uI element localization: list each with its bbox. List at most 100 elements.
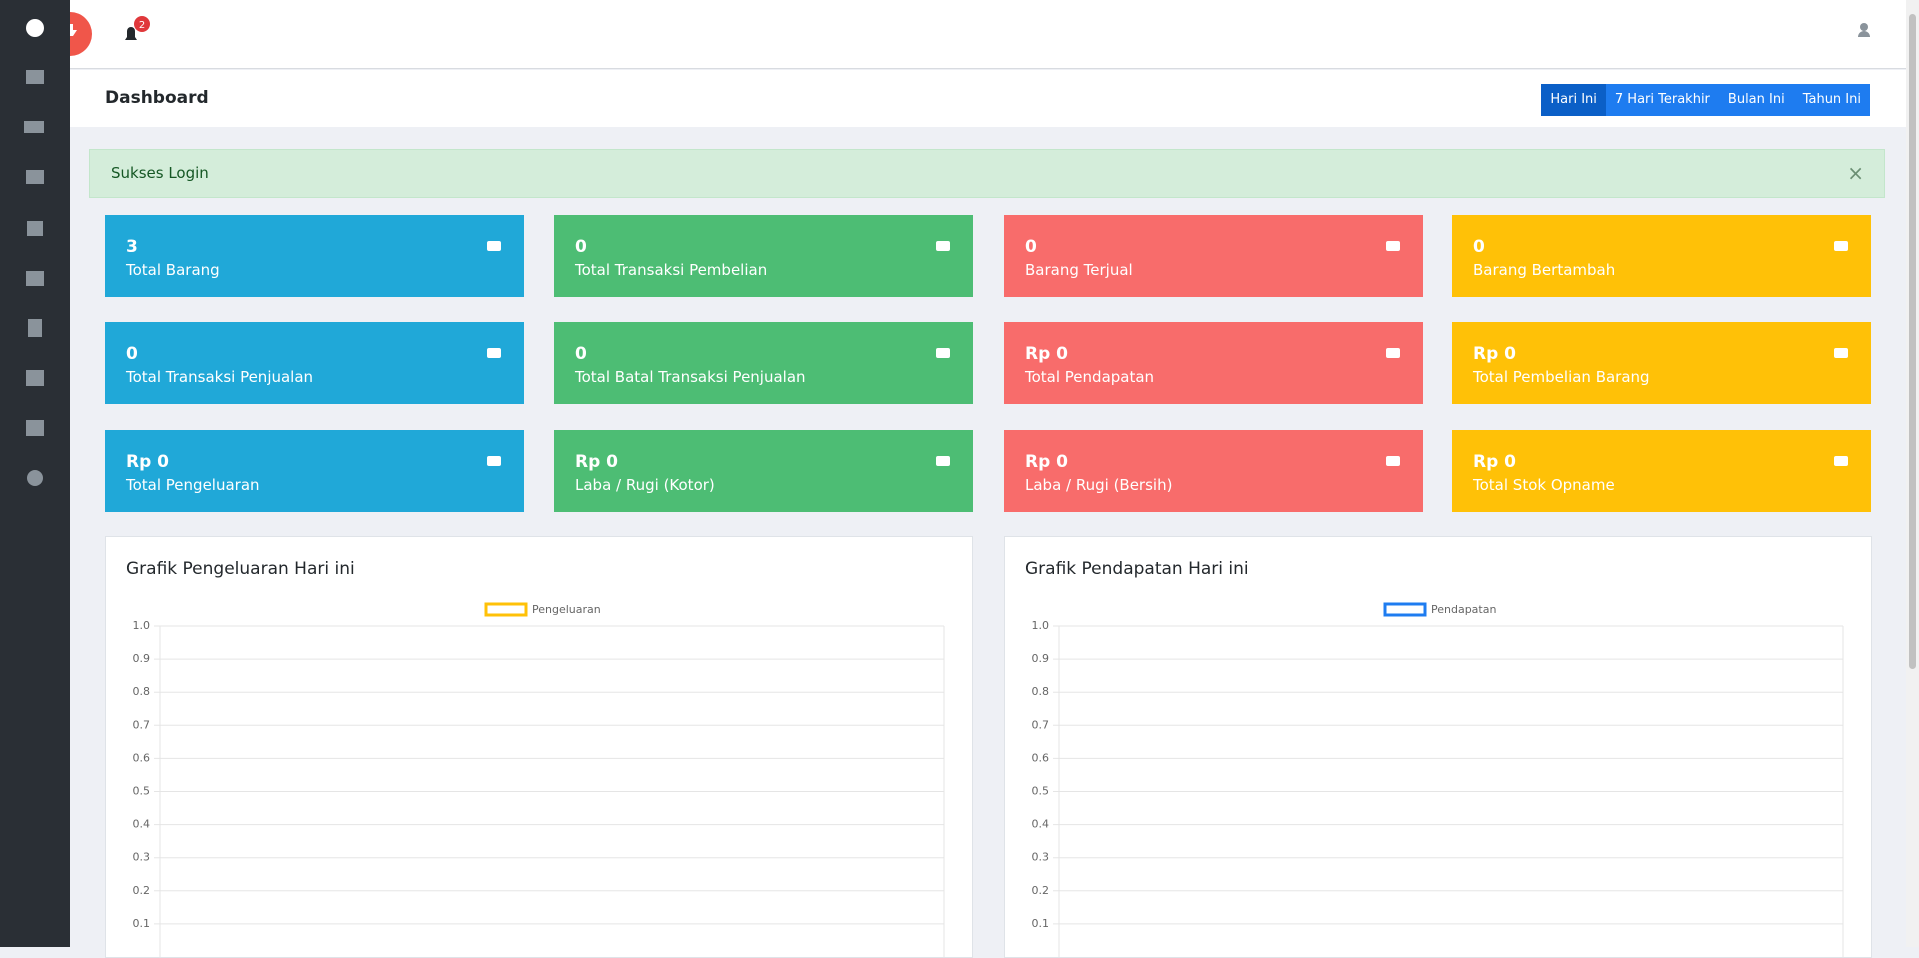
card-value: 3 (126, 237, 138, 257)
y-tick-label: 0.7 (133, 718, 151, 731)
icon-shape (1386, 348, 1400, 358)
card-value: 0 (1473, 237, 1485, 257)
stat-card: Rp 0 Total Pengeluaran (105, 430, 524, 512)
y-tick-label: 0.3 (133, 851, 151, 864)
icon-shape (936, 456, 950, 466)
card-icon (1386, 241, 1400, 251)
y-tick-label: 1.0 (133, 619, 151, 632)
card-label: Total Transaksi Penjualan (126, 368, 314, 386)
user-icon[interactable] (1860, 23, 1868, 31)
stat-card: Rp 0 Total Stok Opname (1452, 430, 1871, 512)
card-label: Total Pembelian Barang (1473, 368, 1650, 386)
chart-panel: Grafik Pendapatan Hari ini 0.1 0.2 0.3 0.4 0.… (1004, 536, 1872, 958)
card-icon (1834, 456, 1848, 466)
notification-badge: 2 (139, 20, 145, 31)
chart-title: Grafik Pendapatan Hari ini (1025, 559, 1249, 579)
range-button[interactable]: Tahun Ini (1793, 84, 1870, 116)
alert-close[interactable]: × (1847, 161, 1864, 185)
y-tick-label: 0.6 (133, 751, 151, 764)
card-icon (487, 241, 501, 251)
topbar: 2 (48, 0, 1906, 69)
icon-shape (487, 456, 501, 466)
icon-shape (1834, 348, 1848, 358)
y-tick-label: 0.4 (1032, 818, 1050, 831)
legend-label: Pengeluaran (532, 603, 601, 616)
card-icon (487, 348, 501, 358)
card-icon (1386, 348, 1400, 358)
y-tick-label: 0.4 (133, 818, 151, 831)
page-title: Dashboard (105, 88, 209, 108)
card-label: Total Batal Transaksi Penjualan (575, 368, 806, 386)
icon-shape (487, 241, 501, 251)
y-tick-label: 0.7 (1032, 718, 1050, 731)
y-tick-label: 0.3 (1032, 851, 1050, 864)
card-label: Barang Terjual (1025, 261, 1133, 279)
card-value: Rp 0 (1025, 452, 1069, 472)
stat-card: Rp 0 Laba / Rugi (Bersih) (1004, 430, 1423, 512)
y-tick-label: 0.5 (133, 785, 151, 798)
chart-panel: Grafik Pengeluaran Hari ini 0.1 0.2 0.3 0.4 0… (105, 536, 973, 958)
card-value: 0 (1025, 237, 1037, 257)
stat-card: 0 Total Batal Transaksi Penjualan (554, 322, 973, 404)
card-label: Laba / Rugi (Bersih) (1025, 476, 1173, 494)
range-buttons: Hari Ini 7 Hari Terakhir Bulan Ini Tahun In… (1541, 84, 1870, 116)
legend-swatch (484, 602, 528, 617)
icon-shape (1386, 241, 1400, 251)
card-value: 0 (126, 344, 138, 364)
stat-card: 3 Total Barang (105, 215, 524, 297)
y-tick-label: 0.9 (1032, 652, 1050, 665)
card-label: Total Transaksi Pembelian (575, 261, 768, 279)
header: Dashboard Hari Ini 7 Hari Terakhir Bulan I… (70, 70, 1906, 127)
chart: 0.1 0.2 0.3 0.4 0.5 0.6 0.7 0.8 0.9 1.0 Pengeluara… (133, 602, 945, 957)
y-tick-label: 0.8 (133, 685, 151, 698)
card-icon (936, 456, 950, 466)
stat-card: 0 Total Transaksi Pembelian (554, 215, 973, 297)
range-button[interactable]: Bulan Ini (1718, 84, 1794, 116)
card-icon (1834, 241, 1848, 251)
icon-shape (1386, 456, 1400, 466)
legend-label: Pendapatan (1431, 603, 1496, 616)
card-label: Total Pengeluaran (126, 476, 260, 494)
card-label: Total Stok Opname (1473, 476, 1615, 494)
scrollbar (1906, 0, 1919, 947)
notification-bell[interactable] (125, 27, 137, 40)
y-tick-label: 0.2 (133, 884, 151, 897)
card-label: Total Pendapatan (1025, 368, 1155, 386)
y-tick-label: 1.0 (1032, 619, 1050, 632)
alert-message: Sukses Login (111, 164, 209, 182)
stat-card: Rp 0 Total Pendapatan (1004, 322, 1423, 404)
card-label: Barang Bertambah (1473, 261, 1616, 279)
card-value: 0 (575, 237, 587, 257)
y-tick-label: 0.5 (1032, 785, 1050, 798)
stat-card: 0 Total Transaksi Penjualan (105, 322, 524, 404)
card-label: Total Barang (126, 261, 220, 279)
card-value: Rp 0 (575, 452, 619, 472)
y-tick-label: 0.1 (1032, 917, 1050, 930)
card-value: 0 (575, 344, 587, 364)
stat-card: Rp 0 Laba / Rugi (Kotor) (554, 430, 973, 512)
icon-shape (487, 348, 501, 358)
stat-card: 0 Barang Terjual (1004, 215, 1423, 297)
icon-shape (1834, 456, 1848, 466)
sidebar-icons (24, 19, 44, 486)
card-value: Rp 0 (1473, 452, 1517, 472)
y-tick-label: 0.6 (1032, 751, 1050, 764)
y-tick-label: 0.8 (1032, 685, 1050, 698)
alert: Sukses Login × (89, 149, 1885, 198)
y-tick-label: 0.1 (133, 917, 151, 930)
stat-card: 0 Barang Bertambah (1452, 215, 1871, 297)
card-value: Rp 0 (1473, 344, 1517, 364)
range-button[interactable]: Hari Ini (1541, 84, 1606, 116)
card-icon (936, 241, 950, 251)
y-tick-label: 0.9 (133, 652, 151, 665)
card-label: Laba / Rugi (Kotor) (575, 476, 715, 494)
card-icon (1386, 456, 1400, 466)
icon-shape (936, 241, 950, 251)
legend-swatch (1383, 602, 1427, 617)
card-value: Rp 0 (1025, 344, 1069, 364)
card-value: Rp 0 (126, 452, 170, 472)
card-icon (487, 456, 501, 466)
icon-shape (1834, 241, 1848, 251)
range-button[interactable]: 7 Hari Terakhir (1605, 84, 1719, 116)
